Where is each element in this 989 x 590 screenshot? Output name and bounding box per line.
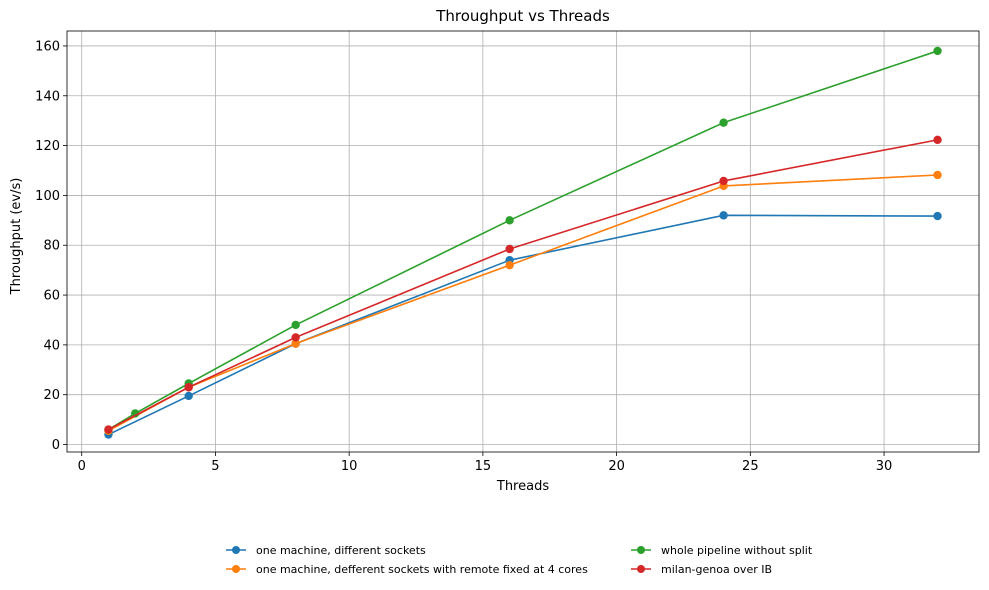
x-tick-label: 30 xyxy=(876,459,893,474)
legend-marker xyxy=(637,546,645,554)
y-tick-label: 0 xyxy=(52,438,60,453)
data-point xyxy=(291,333,300,342)
legend-label: one machine, different sockets xyxy=(256,544,426,557)
y-tick-label: 140 xyxy=(35,89,60,104)
data-point xyxy=(505,216,514,225)
legend-item: one machine, different sockets xyxy=(226,544,426,557)
legend-item: whole pipeline without split xyxy=(631,544,813,557)
series-4 xyxy=(104,135,942,434)
plot-area-frame xyxy=(66,30,980,453)
x-axis-label: Threads xyxy=(496,479,549,494)
legend-marker xyxy=(232,546,240,554)
legend-marker xyxy=(232,565,240,573)
legend-item: one machine, defferent sockets with remo… xyxy=(226,563,588,576)
y-tick-label: 40 xyxy=(43,338,60,353)
data-point xyxy=(719,176,728,186)
y-tick-label: 100 xyxy=(35,189,60,204)
y-tick-label: 80 xyxy=(43,239,60,254)
data-point xyxy=(104,425,113,434)
data-point xyxy=(719,118,728,127)
y-tick-label: 20 xyxy=(43,388,60,403)
x-tick-label: 10 xyxy=(341,459,358,474)
y-tick-label: 120 xyxy=(35,139,60,154)
series-layer xyxy=(104,46,942,439)
data-point xyxy=(933,135,942,145)
grid xyxy=(67,31,979,452)
data-point xyxy=(933,170,942,180)
x-tick-label: 25 xyxy=(742,459,759,474)
y-tick-label: 160 xyxy=(35,39,60,54)
data-point xyxy=(933,211,942,221)
legend-item: milan-genoa over IB xyxy=(631,563,772,576)
legend-label: one machine, defferent sockets with remo… xyxy=(256,563,588,576)
data-point xyxy=(184,383,193,392)
chart-title: Throughput vs Threads xyxy=(435,7,610,25)
series-line xyxy=(108,214,938,436)
axis-ticks: 0 5 10 15 20 25 30 0 20 40 60 80 100 120 140 160 xyxy=(35,39,892,474)
data-point xyxy=(291,339,300,348)
y-tick-label: 60 xyxy=(43,289,60,304)
data-point xyxy=(130,409,140,418)
legend-label: milan-genoa over IB xyxy=(661,563,772,576)
data-point xyxy=(291,320,300,330)
x-tick-label: 5 xyxy=(211,459,219,474)
data-point xyxy=(505,260,514,270)
data-point xyxy=(719,211,728,220)
series-line xyxy=(108,50,938,431)
series-line xyxy=(108,139,938,431)
series-2 xyxy=(104,170,942,436)
x-tick-label: 20 xyxy=(608,459,625,474)
x-tick-label: 0 xyxy=(78,459,86,474)
y-axis-label: Throughput (ev/s) xyxy=(9,178,24,296)
data-point xyxy=(505,244,514,254)
legend: one machine, different sockets one machin… xyxy=(226,544,813,576)
x-tick-label: 15 xyxy=(475,459,492,474)
data-point xyxy=(184,391,193,401)
series-3 xyxy=(104,46,942,434)
data-point xyxy=(933,46,942,56)
legend-label: whole pipeline without split xyxy=(661,544,813,557)
legend-marker xyxy=(637,565,645,573)
